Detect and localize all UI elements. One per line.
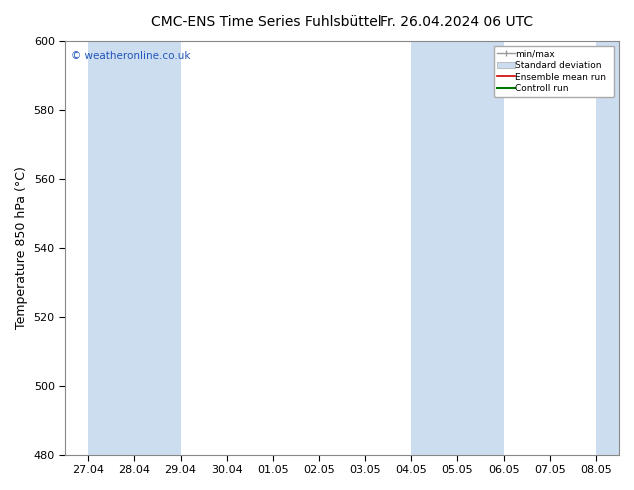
Text: CMC-ENS Time Series Fuhlsbüttel: CMC-ENS Time Series Fuhlsbüttel [151, 15, 382, 29]
Y-axis label: Temperature 850 hPa (°C): Temperature 850 hPa (°C) [15, 167, 28, 329]
Bar [596, 41, 619, 455]
Bar [411, 41, 503, 455]
Legend: min/max, Standard deviation, Ensemble mean run, Controll run: min/max, Standard deviation, Ensemble me… [494, 46, 614, 97]
Text: © weatheronline.co.uk: © weatheronline.co.uk [71, 51, 190, 61]
Text: Fr. 26.04.2024 06 UTC: Fr. 26.04.2024 06 UTC [380, 15, 533, 29]
Bar [88, 41, 181, 455]
